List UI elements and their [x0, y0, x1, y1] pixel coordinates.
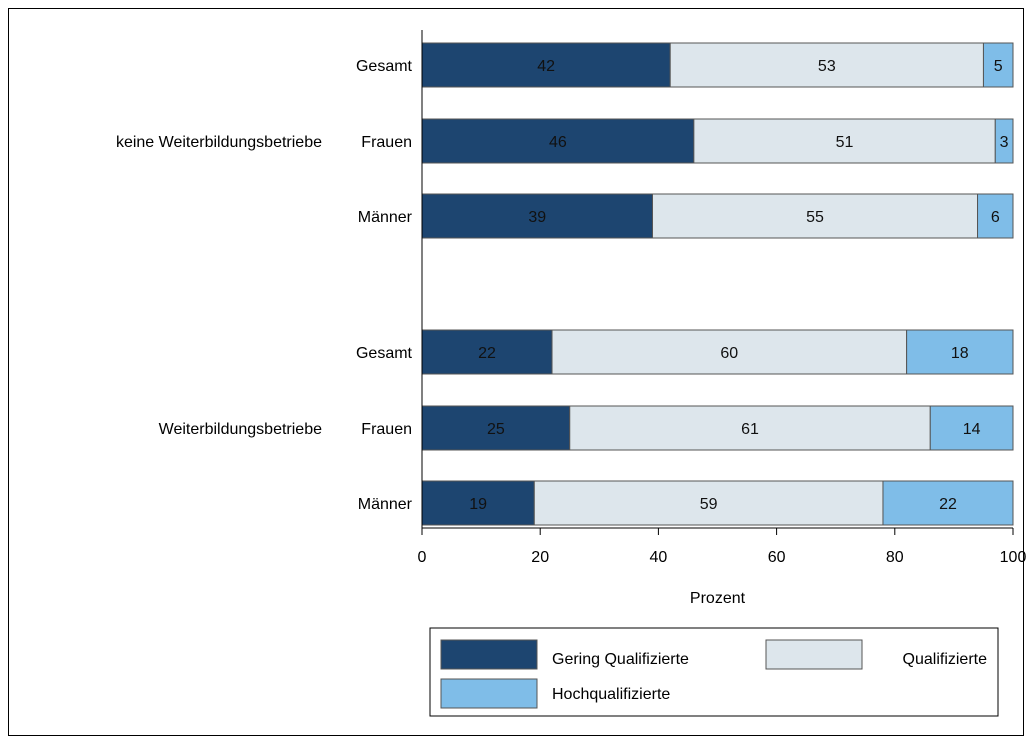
- data-label: 51: [836, 134, 854, 151]
- row-label: Männer: [358, 209, 413, 226]
- x-axis: 0 20 40 60 80 100 Prozent: [418, 30, 1027, 607]
- data-label: 61: [741, 421, 759, 438]
- data-label: 25: [487, 421, 505, 438]
- group-label: Weiterbildungsbetriebe: [159, 421, 322, 438]
- bar-segment: [421, 42, 671, 88]
- bar-segment: [669, 42, 984, 88]
- data-label: 22: [939, 496, 957, 513]
- data-label: 19: [469, 496, 487, 513]
- legend-swatch: [440, 678, 538, 709]
- bar-segment: [977, 193, 1014, 239]
- x-tick-label: 100: [1000, 549, 1027, 566]
- group-label: keine Weiterbildungsbetriebe: [116, 134, 322, 151]
- data-label: 59: [700, 496, 718, 513]
- data-label: 42: [537, 58, 555, 75]
- chart-frame: [8, 8, 1024, 736]
- data-label: 3: [1000, 134, 1009, 151]
- legend-label: Hochqualifizierte: [552, 686, 670, 703]
- legend-label: Gering Qualifizierte: [552, 651, 689, 668]
- data-label: 14: [963, 421, 981, 438]
- x-tick-label: 80: [886, 549, 904, 566]
- bar-segment: [421, 329, 553, 375]
- bar-segment: [533, 480, 884, 526]
- bars-layer: [421, 42, 1014, 526]
- bar-segment: [651, 193, 979, 239]
- data-label: 6: [991, 209, 1000, 226]
- row-label: Männer: [358, 496, 413, 513]
- bar-segment: [421, 193, 653, 239]
- x-tick-label: 0: [418, 549, 427, 566]
- bar-segment: [929, 405, 1014, 451]
- labels-layer: keine Weiterbildungsbetriebe Gesamt 42 53 5 F…: [116, 58, 1009, 513]
- bar-segment: [693, 118, 996, 164]
- bar-segment: [982, 42, 1014, 88]
- x-tick-label: 20: [531, 549, 549, 566]
- data-label: 18: [951, 345, 969, 362]
- legend-label: Qualifizierte: [903, 651, 988, 668]
- bar-segment: [994, 118, 1014, 164]
- bar-segment: [882, 480, 1014, 526]
- bar-segment: [906, 329, 1014, 375]
- row-label: Frauen: [361, 421, 412, 438]
- x-axis-label: Prozent: [690, 590, 746, 607]
- row-label: Gesamt: [356, 58, 413, 75]
- data-label: 5: [994, 58, 1003, 75]
- bar-segment: [421, 405, 571, 451]
- legend-swatch: [440, 639, 538, 670]
- data-label: 46: [549, 134, 567, 151]
- data-label: 53: [818, 58, 836, 75]
- x-tick-label: 40: [650, 549, 668, 566]
- data-label: 22: [478, 345, 496, 362]
- legend: Gering Qualifizierte Qualifizierte Hochqua…: [429, 627, 999, 717]
- x-tick-label: 60: [768, 549, 786, 566]
- bar-segment: [569, 405, 931, 451]
- data-label: 39: [528, 209, 546, 226]
- row-label: Frauen: [361, 134, 412, 151]
- row-label: Gesamt: [356, 345, 413, 362]
- data-label: 55: [806, 209, 824, 226]
- data-label: 60: [720, 345, 738, 362]
- legend-swatch: [765, 639, 863, 670]
